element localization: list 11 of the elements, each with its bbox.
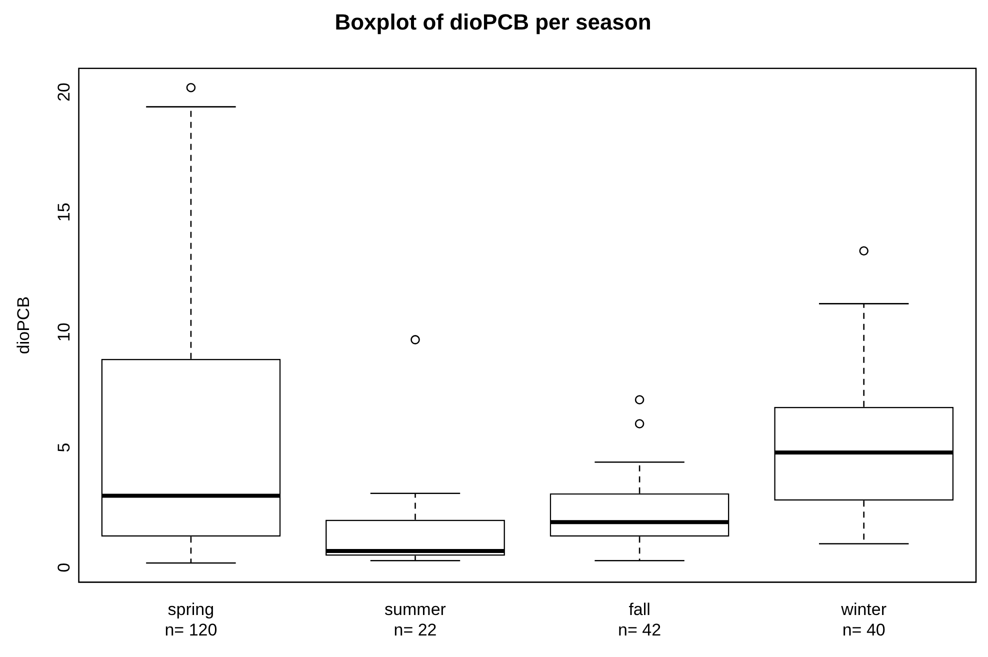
x-tick-label: summer n= 22 [384, 600, 446, 640]
x-tick-label: spring n= 120 [164, 600, 218, 640]
y-axis-title: dioPCB [14, 296, 33, 354]
y-tick-label: 20 [54, 82, 74, 102]
chart-title: Boxplot of dioPCB per season [334, 9, 652, 34]
y-tick-label: 0 [54, 562, 74, 572]
y-tick-label: 10 [54, 322, 74, 342]
y-tick-label: 15 [54, 202, 74, 222]
x-tick-label: fall n= 42 [618, 600, 662, 640]
x-tick-label: winter n= 40 [840, 600, 887, 640]
y-tick-label: 5 [54, 442, 74, 452]
